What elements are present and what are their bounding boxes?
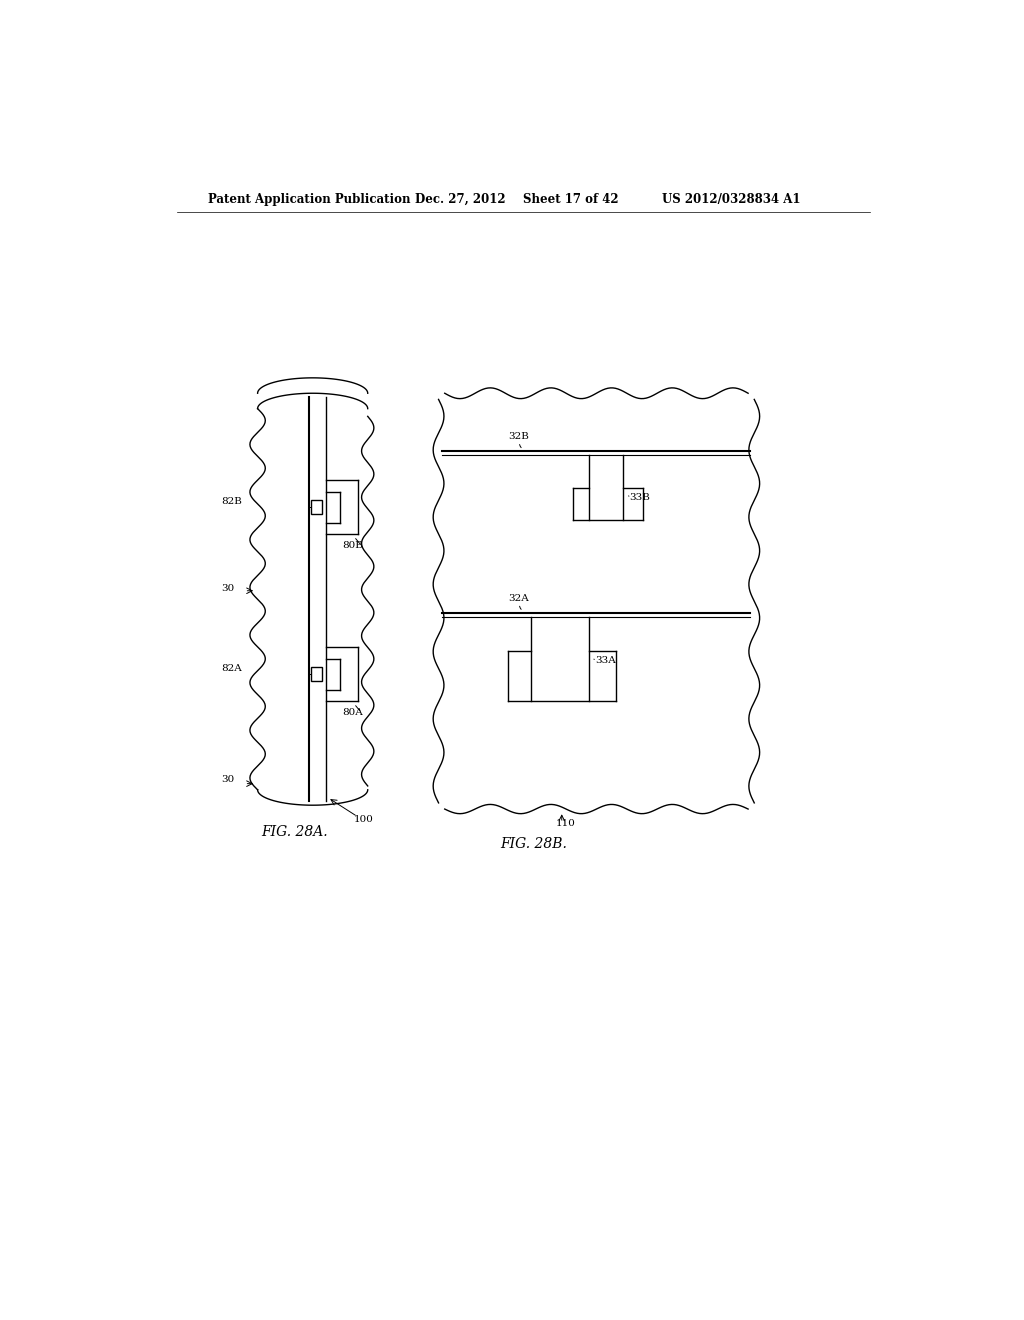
Text: 33B: 33B: [630, 492, 650, 502]
Bar: [310, 668, 323, 681]
Text: FIG. 28A.: FIG. 28A.: [261, 825, 328, 840]
Text: Dec. 27, 2012: Dec. 27, 2012: [416, 193, 506, 206]
Text: 80B: 80B: [342, 541, 364, 550]
Text: 82B: 82B: [221, 498, 243, 506]
Text: 82A: 82A: [221, 664, 243, 673]
Text: 80A: 80A: [342, 708, 364, 717]
Text: 30: 30: [221, 583, 234, 593]
Text: US 2012/0328834 A1: US 2012/0328834 A1: [662, 193, 801, 206]
Text: 32A: 32A: [508, 594, 528, 603]
Text: FIG. 28B.: FIG. 28B.: [500, 837, 567, 850]
Text: Sheet 17 of 42: Sheet 17 of 42: [523, 193, 618, 206]
Text: 33A: 33A: [595, 656, 615, 665]
Bar: [310, 500, 323, 513]
Text: 32B: 32B: [508, 433, 528, 441]
Text: Patent Application Publication: Patent Application Publication: [208, 193, 410, 206]
Text: 110: 110: [556, 818, 575, 828]
Text: 30: 30: [221, 775, 234, 784]
Text: 100: 100: [354, 816, 374, 824]
